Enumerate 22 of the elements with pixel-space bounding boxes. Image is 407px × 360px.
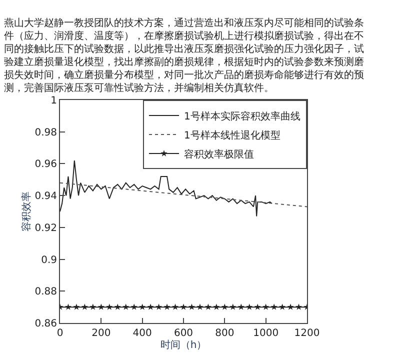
x-tick-label: 200: [92, 328, 111, 339]
x-axis-title: 时间（h）: [160, 339, 207, 351]
y-tick-label: 0.96: [34, 159, 57, 170]
legend-label: 1号样本线性退化模型: [184, 129, 280, 142]
x-tick-label: 0: [56, 328, 64, 339]
legend-label: 容积效率极限值: [184, 148, 254, 160]
legend-label: 1号样本实际容积效率曲线: [184, 110, 300, 122]
y-tick-label: 0.98: [34, 127, 57, 138]
line-series: [60, 160, 273, 217]
y-tick-label: 0.86: [34, 318, 57, 330]
y-tick-label: 0.88: [34, 286, 57, 298]
x-tick-label: 800: [215, 328, 234, 339]
x-tick-label: 600: [174, 328, 194, 339]
x-tick-label: 400: [132, 328, 152, 339]
y-tick-label: 1: [50, 96, 57, 106]
y-axis-title: 容积效率: [20, 192, 33, 232]
y-tick-label: 0.92: [34, 222, 57, 234]
x-tick-label: 1000: [253, 328, 279, 339]
y-tick-label: 0.9: [41, 254, 57, 266]
text: 燕山大学赵静一教授团队的技术方案，通过营造出和液压泵内尽可能相同的试验条件（应力、润滑度、温度等），在摩擦磨损试验机上进行模拟磨损试验，得出在不同的接触比压下的试验数据，以此推导出液压泵磨损强化试验的压力强化因子，试验建立磨损量退化模型，找出摩擦副的磨损规律，根据短时内的试验参数来预测磨损失效时间，确立磨损量分布模型，对同一批次产品的磨损寿命能够进行有效的预测，完善国际液压泵可靠性试验方法，并编制相关仿真软件。: [4, 17, 364, 94]
y-tick-label: 0.94: [34, 191, 57, 202]
x-tick-label: 1200: [294, 328, 320, 339]
